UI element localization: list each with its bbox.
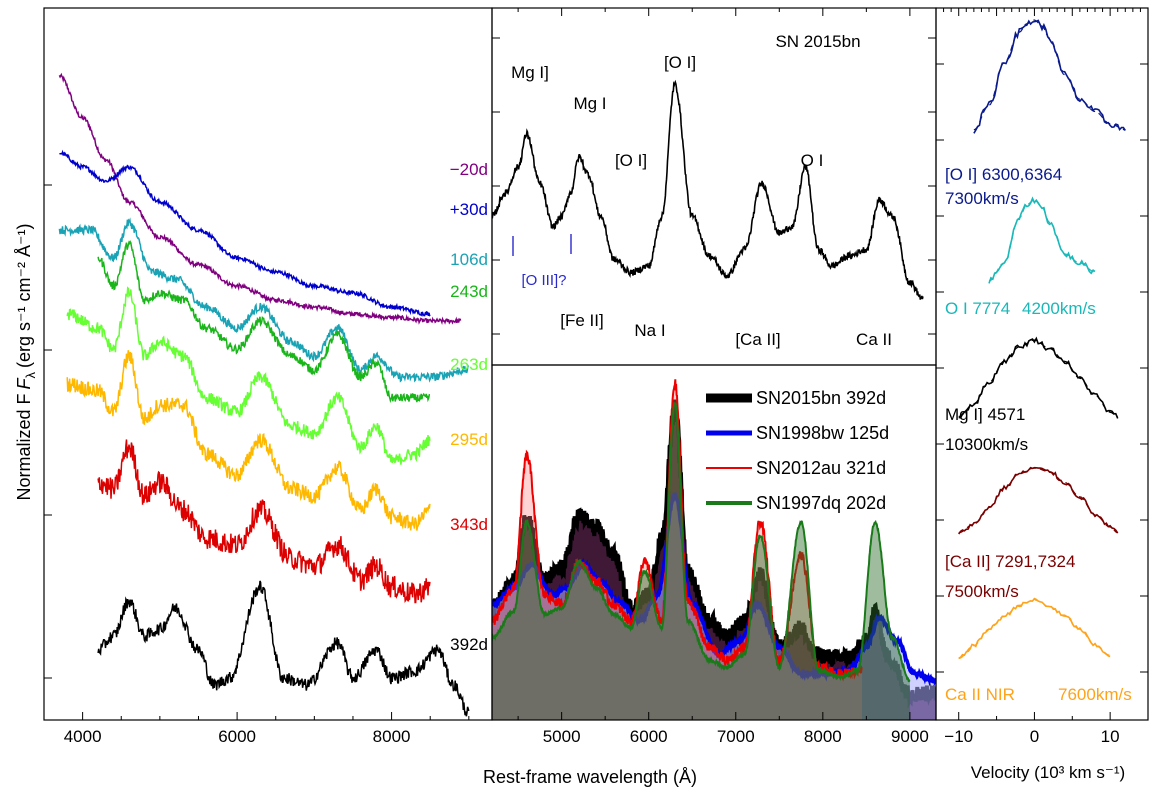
- x-axis-title: Rest-frame wavelength (Å): [483, 767, 697, 787]
- panel-title: SN 2015bn: [775, 32, 860, 51]
- label-oI-forbidden-5577: [O I]: [615, 151, 647, 170]
- sn2015bn-panel: [492, 79, 924, 300]
- epoch-label-3: 243d: [450, 282, 488, 301]
- mid-x-tick-label: 7000: [717, 727, 755, 746]
- mid-x-tick-label: 9000: [891, 727, 929, 746]
- profile-ca-ii-nir-line: [958, 597, 1111, 659]
- comparison-sn1997dq-202d-area: [492, 402, 910, 720]
- label-caII: Ca II: [856, 330, 892, 349]
- comparison-panel: [492, 379, 936, 720]
- y-axis-title-sub: λ: [23, 371, 38, 378]
- epoch-label-6: 343d: [450, 515, 488, 534]
- tick-labels: 4000 6000 8000 5000 6000 7000 8000 9000 −10 0 10: [64, 727, 1120, 746]
- spectrum-392d-line: [97, 580, 470, 717]
- spectrum-295d-line: [66, 350, 431, 531]
- mid-x-tick-label: 5000: [543, 727, 581, 746]
- profile-velocity-o-i-6300-6364: 7300km/s: [945, 189, 1019, 208]
- spectrum-243d-line: [97, 239, 431, 404]
- label-caII-forbidden: [Ca II]: [735, 330, 780, 349]
- label-naI: Na I: [634, 321, 665, 340]
- profile-label-ca-ii-nir: Ca II NIR: [945, 685, 1015, 704]
- profile-o-i-6300-6364-line: [973, 19, 1126, 134]
- profile-o-i-7774-line: [988, 196, 1096, 284]
- legend-label-sn1997dq-202d: SN1997dq 202d: [756, 493, 886, 513]
- axis-ticks: [43, 8, 1149, 720]
- label-oI-7774: O I: [801, 151, 824, 170]
- comparison-sn2012au-321d-line: [492, 379, 863, 682]
- label-mgI-forbidden: Mg I]: [511, 63, 549, 82]
- profile-ca-ii-7291-7324-line: [958, 466, 1119, 535]
- spectrum-343d-line: [97, 439, 431, 604]
- epoch-label-4: 263d: [450, 355, 488, 374]
- mid-x-tick-label: 8000: [804, 727, 842, 746]
- right-x-tick-label: −10: [944, 727, 973, 746]
- right-x-tick-label: 10: [1101, 727, 1120, 746]
- label-oI-forbidden-6300: [O I]: [664, 53, 696, 72]
- spectrum-263d-line: [66, 286, 431, 465]
- left-x-tick-label: 6000: [218, 727, 256, 746]
- legend: SN2015bn 392d SN1998bw 125d SN2012au 321d S…: [706, 388, 889, 513]
- epoch-label-0: −20d: [450, 160, 488, 179]
- label-mgI: Mg I: [573, 94, 606, 113]
- profile-o-i-7774-fit: [988, 199, 1094, 282]
- comparison-sn1998bw-125d-area: [492, 494, 936, 720]
- spectrum-30d-line: [59, 149, 431, 318]
- velocity-labels: [O I] 6300,6364 7300km/s O I 7774 4200km/s M…: [945, 165, 1132, 704]
- y-axis-title-main: Normalized F: [14, 393, 34, 500]
- legend-label-sn2012au-321d: SN2012au 321d: [756, 458, 886, 478]
- legend-label-sn2015bn-392d: SN2015bn 392d: [756, 388, 886, 408]
- spectral-sequence-panel: [58, 72, 470, 717]
- epoch-label-2: 106d: [450, 250, 488, 269]
- profile-velocity-o-i-7774: 4200km/s: [1022, 299, 1096, 318]
- spectrum-20d-line: [58, 72, 462, 325]
- profile-ca-ii-nir-fit: [958, 599, 1111, 660]
- profile-o-i-6300-6364-fit: [973, 19, 1126, 131]
- svg-text:Normalized FFλ(erg s⁻¹ cm⁻² Å⁻: Normalized F Fλ (erg s⁻¹ cm⁻² Å⁻¹): [14, 223, 38, 500]
- profile-ca-ii-7291-7324-fit: [958, 467, 1118, 534]
- comparison-sn1997dq-202d-line: [492, 402, 911, 683]
- legend-label-sn1998bw-125d: SN1998bw 125d: [756, 423, 889, 443]
- sn2015bn-spectrum-line: [492, 79, 924, 300]
- right-frame: [935, 7, 1149, 721]
- y-axis-title-flambda: F: [14, 377, 34, 389]
- epoch-label-5: 295d: [450, 430, 488, 449]
- profile-velocity-ca-ii-nir: 7600km/s: [1058, 685, 1132, 704]
- profile-label-o-i-6300-6364: [O I] 6300,6364: [945, 165, 1062, 184]
- velocity-panel: [958, 19, 1126, 660]
- left-x-tick-label: 4000: [64, 727, 102, 746]
- profile-label-o-i-7774: O I 7774: [945, 299, 1010, 318]
- epoch-labels: −20d +30d 106d 243d 263d 295d 343d 392d: [450, 160, 488, 654]
- spectrum-106d-line: [58, 217, 470, 383]
- right-x-tick-label: 0: [1030, 727, 1039, 746]
- profile-velocity-ca-ii-7291-7324: 7500km/s: [945, 582, 1019, 601]
- y-axis-title: Normalized F Fλ (erg s⁻¹ cm⁻² Å⁻¹): [14, 223, 38, 500]
- profile-velocity-mg-i-4571: 10300km/s: [945, 435, 1028, 454]
- epoch-label-1: +30d: [450, 200, 488, 219]
- velocity-axis-title: Velocity (10³ km s⁻¹): [971, 763, 1125, 782]
- comparison-sn2012au-321d-area: [492, 379, 862, 720]
- profile-label-ca-ii-7291-7324: [Ca II] 7291,7324: [945, 552, 1075, 571]
- profile-label-mg-i-4571: Mg I] 4571: [945, 405, 1025, 424]
- left-x-tick-label: 8000: [373, 727, 411, 746]
- profile-mg-i-4571-fit: [958, 339, 1118, 418]
- epoch-label-7: 392d: [450, 635, 488, 654]
- y-axis-title-units: (erg s⁻¹ cm⁻² Å⁻¹): [14, 223, 34, 368]
- label-feII: [Fe II]: [560, 311, 603, 330]
- mid-top-frame: [491, 7, 937, 366]
- label-oIII: [O III]?: [521, 272, 566, 289]
- mid-x-tick-label: 6000: [630, 727, 668, 746]
